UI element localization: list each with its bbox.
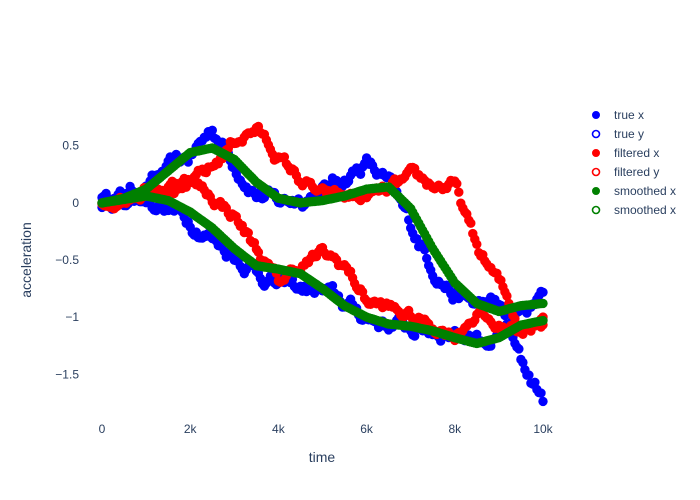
data-point <box>243 228 254 238</box>
y-tick-label: −0.5 <box>55 253 79 267</box>
legend-marker-filled <box>592 111 600 119</box>
legend-label: smoothed x <box>614 184 676 198</box>
plot-area <box>97 121 548 407</box>
legend-marker-open <box>591 167 601 177</box>
series-true-y-1 <box>97 188 548 351</box>
x-tick-label: 0 <box>99 422 106 436</box>
x-tick-label: 10k <box>533 422 553 436</box>
y-tick-label: 0.5 <box>62 139 79 153</box>
legend-label: filtered y <box>614 165 659 179</box>
x-axis-ticks: 0 2k 4k 6k 8k 10k <box>99 422 554 436</box>
legend-marker-open <box>591 129 601 139</box>
data-point <box>538 287 548 297</box>
x-axis-title: time <box>309 449 336 465</box>
x-tick-label: 2k <box>184 422 198 436</box>
series-smoothed-x-4 <box>97 143 548 317</box>
data-point <box>538 298 548 309</box>
y-tick-label: 0 <box>72 196 79 210</box>
legend-item-true-y-1[interactable]: true y <box>591 127 645 141</box>
x-tick-label: 4k <box>272 422 286 436</box>
x-tick-label: 8k <box>448 422 462 436</box>
data-point <box>454 187 464 197</box>
data-point <box>536 388 546 398</box>
legend-item-smoothed-x-4[interactable]: smoothed x <box>592 184 677 198</box>
data-point <box>538 315 548 326</box>
legend-marker-filled <box>592 149 600 157</box>
data-point <box>514 344 524 354</box>
y-tick-label: −1.5 <box>55 367 79 381</box>
legend-label: true x <box>614 108 644 122</box>
data-point <box>207 125 218 136</box>
legend-item-filtered-x-2[interactable]: filtered x <box>592 146 660 160</box>
legend-item-smoothed-x-5[interactable]: smoothed x <box>591 203 677 217</box>
legend[interactable]: true x true y filtered x filtered y smoothed… <box>591 108 677 217</box>
data-point <box>538 396 548 407</box>
legend-label: smoothed x <box>614 203 676 217</box>
legend-label: true y <box>614 127 644 141</box>
y-axis-ticks: 0.5 0 −0.5 −1 −1.5 <box>55 139 79 382</box>
legend-item-true-x-0[interactable]: true x <box>592 108 645 122</box>
y-axis-title: acceleration <box>18 222 34 298</box>
legend-marker-open <box>591 205 601 215</box>
legend-item-filtered-y-3[interactable]: filtered y <box>591 165 660 179</box>
data-point <box>524 370 534 380</box>
legend-marker-filled <box>592 187 600 195</box>
series-smoothed-x-5 <box>97 191 548 349</box>
y-tick-label: −1 <box>65 310 79 324</box>
x-tick-label: 6k <box>360 422 374 436</box>
legend-label: filtered x <box>614 146 659 160</box>
data-point <box>472 239 482 250</box>
data-point <box>466 218 476 228</box>
data-point <box>452 179 462 189</box>
